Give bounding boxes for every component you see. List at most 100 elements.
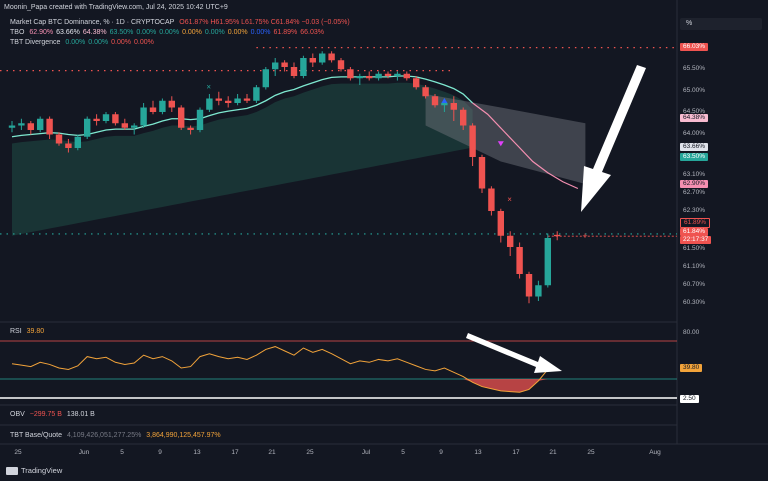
obv-value-2: 138.01 B	[66, 411, 95, 418]
price-box-tbo: 64.38%	[680, 114, 709, 122]
candle-body	[488, 188, 495, 211]
tbt-value: 0.00%	[88, 39, 109, 46]
candle-body	[84, 118, 91, 137]
candle-body	[469, 125, 476, 157]
legend-rsi-row[interactable]: RSI 39.80	[10, 327, 47, 336]
rsi-annotation-arrow	[466, 333, 562, 373]
tradingview-logo[interactable]: TradingView	[6, 466, 63, 476]
price-box-tbo: 63.66%	[680, 143, 709, 151]
candle-body	[478, 157, 486, 189]
price-tick: 65.50%	[683, 65, 706, 72]
rsi-label: RSI	[10, 328, 22, 335]
legend-tbt-bq-row[interactable]: TBT Base/Quote 4,109,426,051,277.25% 3,8…	[10, 431, 224, 440]
candle-body	[215, 98, 222, 101]
countdown-box: 22:17:37	[680, 236, 712, 244]
time-tick: Aug	[649, 449, 661, 456]
time-tick: 9	[439, 449, 443, 456]
candle-body	[356, 76, 363, 79]
signal-triangle-down	[497, 141, 504, 147]
time-tick: 13	[193, 449, 201, 456]
tbt-bq-value-1: 4,109,426,051,277.25%	[66, 432, 142, 439]
candle-body	[253, 87, 260, 101]
price-box-pink: 62.90%	[680, 180, 709, 188]
candle-body	[413, 78, 420, 88]
candle-body	[225, 100, 232, 103]
tradingview-logo-icon	[6, 467, 18, 476]
tbt-value: 0.00%	[133, 39, 154, 46]
percent-scale-button[interactable]: %	[680, 18, 762, 30]
time-tick: 21	[549, 449, 557, 456]
tbo-value: 0.00%	[159, 29, 180, 36]
chart-credit: Moonin_Papa created with TradingView.com…	[4, 4, 228, 11]
candle-body	[300, 58, 307, 76]
candle-body	[525, 274, 533, 297]
price-tick: 62.70%	[683, 189, 706, 196]
time-tick: 5	[401, 449, 405, 456]
candle-body	[206, 98, 213, 110]
tbo-value: 62.90%	[29, 29, 54, 36]
brand-name: TradingView	[21, 466, 63, 475]
candle-body	[431, 96, 439, 106]
candle-body	[460, 109, 467, 126]
price-tick: 64.00%	[683, 130, 706, 137]
price-tick: 60.70%	[683, 281, 706, 288]
tbo-value: 63.50%	[109, 29, 134, 36]
candle-body	[366, 76, 373, 79]
buy-marker: ×	[206, 83, 211, 92]
legend-symbol-row[interactable]: Market Cap BTC Dominance, % · 1D · CRYPT…	[10, 18, 353, 27]
candle-body	[290, 67, 298, 76]
pink-line	[472, 102, 579, 190]
candle-body	[140, 107, 147, 126]
rsi-line	[11, 346, 558, 393]
obv-value-1: −299.75 B	[29, 411, 62, 418]
tbo-cloud	[12, 82, 473, 236]
candle-body	[554, 234, 561, 237]
tbt-bq-value-2: 3,864,990,125,457.97%	[146, 432, 221, 439]
candle-body	[37, 118, 44, 130]
candle-body	[337, 60, 345, 70]
candle-body	[234, 98, 241, 103]
candle-body	[102, 114, 110, 121]
candle-body	[93, 118, 100, 121]
cross-marker: +	[582, 231, 587, 241]
price-box-max: 66.03%	[680, 43, 709, 51]
price-box-tbo-low: 61.89%	[680, 218, 711, 228]
tbo-label: TBO	[10, 29, 25, 36]
candle-body	[309, 58, 316, 63]
candle-body	[441, 103, 448, 106]
sell-marker: ×	[507, 195, 512, 204]
price-tick: 63.10%	[683, 171, 706, 178]
ohlc-values: O61.87% H61.95% L61.75% C61.84% −0.03 (−…	[179, 19, 350, 26]
candle-body	[497, 211, 504, 236]
candle-body	[112, 114, 119, 124]
legend-tbt-row[interactable]: TBT Divergence 0.00% 0.00% 0.00% 0.00%	[10, 38, 157, 47]
obv-box: 2.50	[680, 395, 699, 403]
candle-body	[159, 100, 166, 112]
candle-body	[131, 125, 138, 128]
legend-tbo-row[interactable]: TBO 62.90% 63.66% 64.38% 63.50% 0.00% 0.00% 0.…	[10, 28, 327, 37]
candle-body	[8, 125, 16, 128]
candle-body	[46, 118, 53, 135]
tbo-value: 0.00%	[227, 29, 248, 36]
candle-body	[394, 73, 401, 76]
price-tick: 65.00%	[683, 87, 706, 94]
tbt-value: 0.00%	[111, 39, 131, 46]
time-tick: 13	[474, 449, 482, 456]
tbo-value: 66.03%	[300, 29, 324, 36]
tbo-value: 0.00%	[204, 29, 225, 36]
obv-label: OBV	[10, 411, 25, 418]
tbo-value: 61.89%	[273, 29, 298, 36]
price-box-last: 61.84%	[680, 228, 709, 236]
candle-body	[243, 98, 251, 101]
candle-body	[262, 69, 269, 88]
candle-body	[196, 109, 204, 130]
legend-obv-row[interactable]: OBV −299.75 B 138.01 B	[10, 410, 98, 419]
price-tick: 61.50%	[683, 245, 706, 252]
tbo-value: 64.38%	[82, 29, 107, 36]
candle-body	[516, 247, 523, 274]
time-tick: 17	[512, 449, 520, 456]
candle-body	[272, 62, 279, 70]
candle-body	[535, 285, 542, 297]
price-tick: 60.30%	[683, 299, 706, 306]
